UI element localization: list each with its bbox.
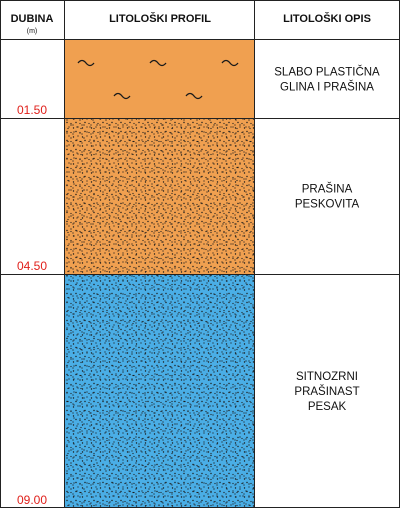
layer-3: SITNOZRNI PRAŠINAST PESAK 09.00 xyxy=(17,274,360,508)
layer-fill xyxy=(65,40,254,118)
header-row: DUBINA (m) LITOLOŠKI PROFIL LITOLOŠKI OP… xyxy=(11,12,371,35)
layer-description-line: PRAŠINAST xyxy=(294,385,359,398)
layer-description-line: GLINA I PRAŠINA xyxy=(280,81,374,94)
depth-label: 04.50 xyxy=(17,259,47,273)
description-column-title: LITOLOŠKI OPIS xyxy=(283,12,371,25)
layer-1: SLABO PLASTIČNA GLINA I PRAŠINA 01.50 xyxy=(17,40,380,118)
layer-description-line: SITNOZRNI xyxy=(296,371,358,383)
layer-description-line: SLABO PLASTIČNA xyxy=(274,66,380,79)
layer-2: PRAŠINA PESKOVITA 04.50 xyxy=(17,118,360,274)
depth-unit-label: (m) xyxy=(27,28,38,35)
layer-description-line: PESKOVITA xyxy=(295,199,360,211)
layer-description-line: PRAŠINA xyxy=(302,183,353,196)
clay-symbol-icon xyxy=(113,92,131,100)
profile-column-title: LITOLOŠKI PROFIL xyxy=(109,12,211,25)
sand-dot-pattern xyxy=(65,118,254,274)
depth-label: 01.50 xyxy=(17,103,47,117)
sand-dot-pattern xyxy=(65,274,254,508)
clay-symbol-icon xyxy=(149,59,167,67)
depth-label: 09.00 xyxy=(17,493,47,507)
clay-symbol-icon xyxy=(221,59,239,67)
clay-symbol-icon xyxy=(185,92,203,100)
layer-description-line: PESAK xyxy=(308,401,347,413)
depth-column-title: DUBINA xyxy=(11,13,54,25)
clay-symbol-icon xyxy=(77,59,95,67)
